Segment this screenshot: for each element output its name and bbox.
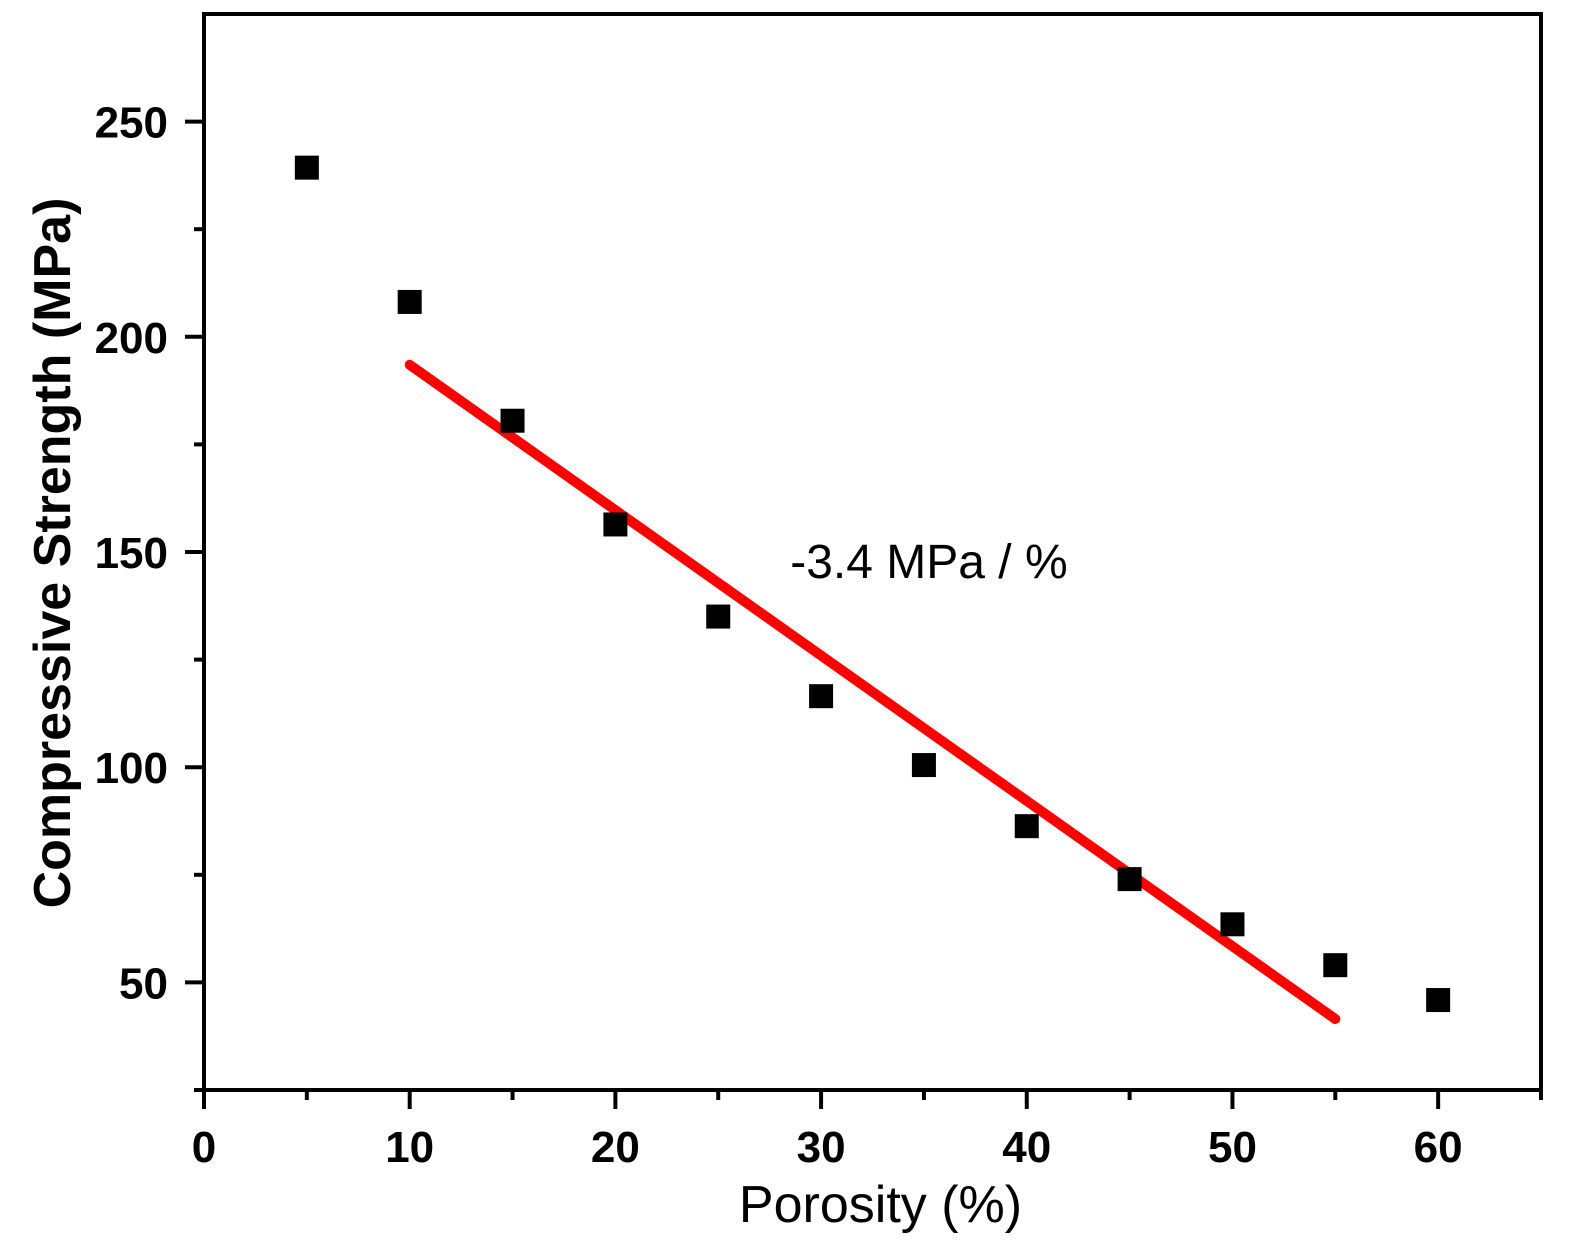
data-point — [1426, 988, 1451, 1013]
x-tick-label: 0 — [192, 1123, 216, 1172]
x-axis-title: Porosity (%) — [739, 1176, 1022, 1234]
data-point — [706, 604, 731, 629]
x-tick-label: 40 — [1002, 1123, 1051, 1172]
x-ticks: 0 10 20 30 40 50 60 — [192, 1090, 1543, 1172]
data-point — [1014, 814, 1039, 839]
x-tick-label: 30 — [797, 1123, 846, 1172]
x-tick-label: 10 — [385, 1123, 434, 1172]
data-point — [603, 512, 628, 537]
slope-annotation: -3.4 MPa / % — [790, 536, 1067, 589]
y-tick-label: 200 — [95, 314, 168, 363]
y-ticks: 50 100 150 200 250 — [95, 99, 204, 1092]
data-point — [809, 684, 834, 709]
y-tick-label: 50 — [119, 959, 168, 1008]
data-points — [294, 155, 1451, 1013]
y-tick-label: 100 — [95, 744, 168, 793]
x-tick-label: 20 — [591, 1123, 640, 1172]
x-tick-label: 60 — [1414, 1123, 1463, 1172]
data-point — [500, 408, 525, 433]
data-point — [1117, 867, 1142, 892]
data-point — [911, 753, 936, 778]
fit-line-group — [404, 359, 1341, 1024]
x-tick-label: 50 — [1208, 1123, 1257, 1172]
y-axis-title: Compressive Strength (MPa) — [24, 198, 82, 909]
data-point — [1323, 953, 1348, 978]
data-point — [397, 289, 422, 314]
y-tick-label: 150 — [95, 529, 168, 578]
data-point — [294, 155, 319, 180]
fit-line — [404, 359, 1341, 1024]
y-tick-label: 250 — [95, 99, 168, 148]
data-point — [1220, 912, 1245, 937]
